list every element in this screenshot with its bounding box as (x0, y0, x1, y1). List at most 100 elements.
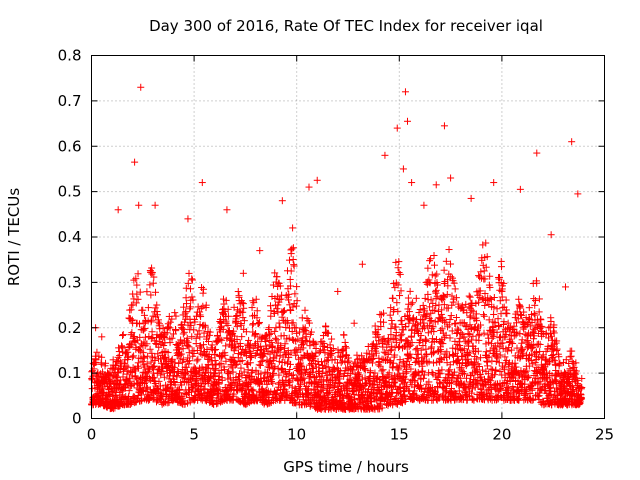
data-point (219, 325, 227, 333)
data-point (497, 263, 505, 271)
y-tick-label: 0 (72, 410, 82, 428)
data-point (156, 325, 164, 333)
data-point (286, 378, 294, 386)
data-point (280, 369, 288, 377)
data-point (465, 292, 473, 300)
data-point (417, 346, 425, 354)
data-point (224, 369, 232, 377)
data-point (133, 281, 141, 289)
data-point (198, 179, 206, 187)
data-point (143, 384, 151, 392)
data-point (242, 328, 250, 336)
data-point (218, 336, 226, 344)
data-point (177, 350, 185, 358)
data-point (381, 151, 389, 159)
data-point (267, 329, 275, 337)
data-point (265, 324, 273, 332)
data-point (287, 395, 295, 403)
data-point (180, 328, 188, 336)
data-point (171, 359, 179, 367)
data-point (253, 307, 261, 315)
data-point (200, 329, 208, 337)
data-point (328, 371, 336, 379)
data-point (234, 288, 242, 296)
data-point (159, 324, 167, 332)
data-point (426, 257, 434, 265)
data-point (472, 367, 480, 375)
data-point (234, 306, 242, 314)
data-point (186, 285, 194, 293)
data-point (93, 348, 101, 356)
data-point (252, 295, 260, 303)
data-point (247, 379, 255, 387)
data-point (140, 311, 148, 319)
data-point (408, 179, 416, 187)
data-point (209, 391, 217, 399)
data-point (273, 305, 281, 313)
data-point (293, 283, 301, 291)
data-point (237, 321, 245, 329)
data-point (293, 348, 301, 356)
data-point (144, 304, 152, 312)
data-point (235, 373, 243, 381)
data-point (422, 336, 430, 344)
y-tick-label: 0.3 (58, 273, 82, 291)
data-point (427, 255, 435, 263)
data-point (420, 201, 428, 209)
data-point (295, 386, 303, 394)
data-point (271, 327, 279, 335)
data-point (289, 224, 297, 232)
data-point (132, 398, 140, 406)
data-point (212, 360, 220, 368)
data-point (144, 352, 152, 360)
data-point (218, 322, 226, 330)
data-point (395, 258, 403, 266)
data-point (140, 326, 148, 334)
data-point (404, 294, 412, 302)
data-point (305, 319, 313, 327)
y-tick-label: 0.7 (58, 92, 82, 110)
chart-title: Day 300 of 2016, Rate Of TEC Index for r… (149, 17, 543, 35)
data-point (431, 261, 439, 269)
data-point (143, 288, 151, 296)
data-point (285, 290, 293, 298)
data-point (151, 201, 159, 209)
data-point (278, 197, 286, 205)
data-point (139, 306, 147, 314)
data-point (419, 301, 427, 309)
data-point (223, 206, 231, 214)
data-point (179, 345, 187, 353)
data-point (266, 363, 274, 371)
data-point (168, 334, 176, 342)
data-point (324, 329, 332, 337)
data-point (130, 352, 138, 360)
data-point (268, 378, 276, 386)
data-point (199, 392, 207, 400)
data-point (180, 325, 188, 333)
data-point (285, 334, 293, 342)
data-point (98, 360, 106, 368)
data-point (114, 368, 122, 376)
data-point (399, 165, 407, 173)
data-point (137, 379, 145, 387)
data-point (182, 308, 190, 316)
data-point (271, 363, 279, 371)
data-point (214, 331, 222, 339)
data-point (202, 323, 210, 331)
data-point (294, 335, 302, 343)
data-point (340, 372, 348, 380)
y-tick-label: 0.1 (58, 364, 82, 382)
data-point (213, 400, 221, 408)
data-point (273, 387, 281, 395)
data-point (141, 325, 149, 333)
data-point (211, 350, 219, 358)
data-point (128, 353, 136, 361)
data-point (482, 239, 490, 247)
data-point (396, 292, 404, 300)
data-point (240, 304, 248, 312)
data-point (245, 336, 253, 344)
data-point (182, 294, 190, 302)
data-point (171, 309, 179, 317)
data-point (218, 376, 226, 384)
data-point (535, 295, 543, 303)
